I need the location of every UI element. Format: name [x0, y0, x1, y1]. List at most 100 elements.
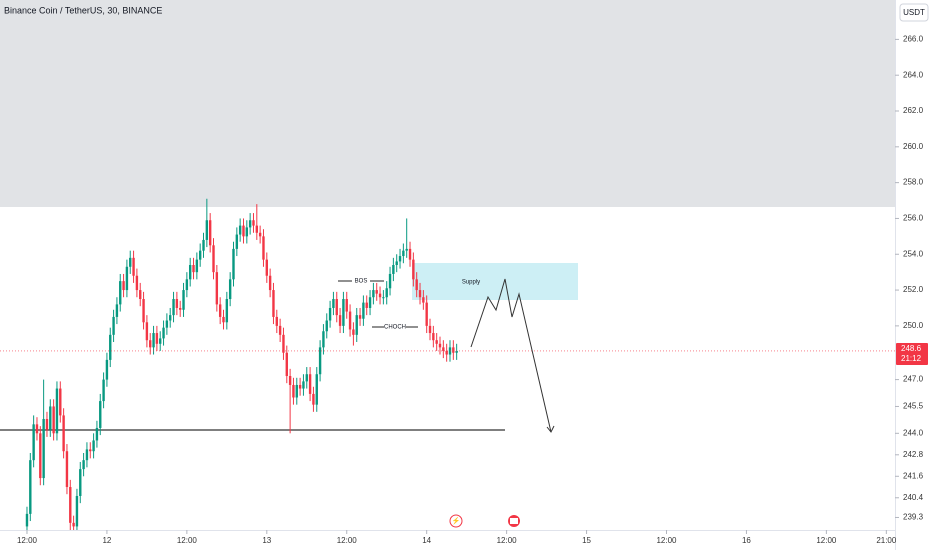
candle-body	[165, 320, 169, 328]
candle-body	[155, 333, 159, 344]
candle-body	[448, 347, 452, 355]
candle-body	[325, 320, 328, 332]
y-tick-label: 262.0	[903, 106, 924, 115]
candle-body	[62, 415, 65, 452]
candle-body	[352, 329, 355, 335]
candle-body	[252, 220, 255, 226]
x-tick-label: 12:00	[816, 536, 837, 545]
candle-body	[362, 302, 365, 319]
candle-body	[125, 266, 129, 291]
candle-body	[365, 302, 368, 308]
candle-body	[315, 374, 318, 405]
y-tick-label: 264.0	[903, 70, 924, 79]
candle-body	[318, 347, 322, 375]
candle-body	[368, 297, 372, 308]
candle-body	[192, 265, 195, 273]
x-tick-label: 15	[582, 536, 591, 545]
candle-body	[172, 299, 175, 316]
candle-body	[29, 460, 32, 514]
candle-body	[149, 340, 152, 348]
candle-body	[235, 234, 239, 249]
candle-body	[152, 333, 155, 348]
candle-body	[169, 315, 172, 321]
candle-body	[248, 220, 252, 228]
candle-body	[159, 338, 162, 344]
x-tick-label: 12	[102, 536, 111, 545]
candle-body	[135, 275, 139, 291]
candle-body	[432, 333, 435, 341]
candle-body	[342, 299, 345, 326]
x-tick-label: 12:00	[656, 536, 677, 545]
x-tick-label: 12:00	[497, 536, 518, 545]
candle-body	[405, 248, 408, 251]
candle-body	[102, 379, 105, 402]
candle-body	[422, 297, 425, 303]
shaded-zone	[0, 0, 895, 207]
candle-body	[275, 316, 278, 326]
currency-button[interactable]	[899, 3, 929, 22]
candle-body	[288, 376, 292, 385]
candle-body	[442, 347, 445, 351]
candle-body	[445, 350, 448, 355]
candle-body	[308, 374, 312, 394]
projection-path	[470, 278, 552, 433]
candle-body	[59, 388, 62, 416]
candle-body	[145, 322, 149, 341]
candle-body	[55, 388, 59, 434]
last-price-label: 248.6	[901, 344, 922, 353]
candle-body	[82, 460, 85, 470]
candle-body	[122, 281, 125, 291]
candle-body	[302, 381, 305, 389]
candle-body	[75, 495, 79, 527]
y-tick-label: 254.0	[903, 249, 924, 258]
candle-body	[69, 487, 72, 523]
y-tick-label: 239.3	[903, 513, 924, 522]
candle-body	[398, 256, 402, 262]
candle-body	[392, 265, 395, 274]
candle-body	[395, 261, 398, 265]
candle-body	[408, 248, 412, 260]
candle-body	[212, 245, 215, 273]
candle-body	[129, 257, 132, 267]
candle-body	[115, 304, 119, 317]
y-tick-label: 260.0	[903, 142, 924, 151]
candle-body	[175, 299, 179, 308]
candle-body	[79, 469, 82, 496]
x-tick-label: 13	[262, 536, 271, 545]
candle-body	[268, 275, 272, 291]
candle-body	[388, 273, 392, 289]
candle-body	[49, 406, 52, 430]
candle-body	[242, 225, 245, 237]
candle-body	[455, 350, 458, 353]
candle-body	[425, 302, 428, 326]
candle-body	[402, 250, 405, 257]
candle-body	[385, 288, 388, 298]
candle-body	[179, 307, 182, 310]
candle-body	[202, 239, 205, 251]
candle-body	[298, 384, 302, 389]
candle-body	[238, 225, 242, 235]
y-tick-label: 250.0	[903, 321, 924, 330]
candle-body	[438, 343, 442, 348]
candle-body	[119, 281, 122, 305]
candle-body	[232, 248, 235, 280]
x-tick-label: 12:00	[337, 536, 358, 545]
candle-body	[245, 227, 249, 237]
candle-body	[142, 299, 145, 323]
x-tick-label: 12:00	[17, 536, 38, 545]
candle-body	[218, 304, 222, 317]
candle-body	[132, 257, 135, 276]
candle-body	[139, 290, 142, 300]
candle-body	[265, 259, 269, 276]
event-icon[interactable]	[449, 514, 463, 528]
candle-body	[105, 359, 109, 380]
y-tick-label: 266.0	[903, 35, 924, 44]
x-tick-label: 12:00	[177, 536, 198, 545]
candle-body	[188, 265, 192, 280]
candle-body	[198, 250, 202, 260]
candle-body	[292, 384, 295, 398]
candle-body	[418, 290, 422, 298]
y-tick-label: 245.5	[903, 402, 924, 411]
candle-body	[415, 279, 418, 291]
